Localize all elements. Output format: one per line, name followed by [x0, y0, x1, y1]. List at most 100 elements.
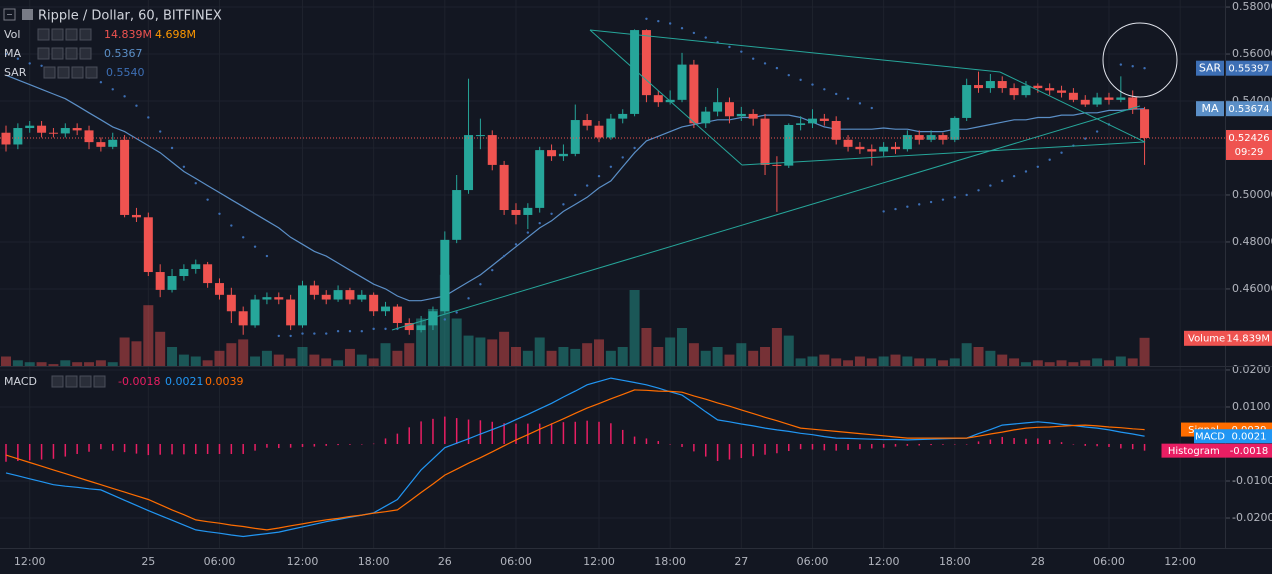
- sar-dot: [1001, 179, 1004, 183]
- visibility-button[interactable]: [51, 375, 64, 388]
- volume-bar: [1056, 360, 1067, 366]
- trend-line[interactable]: [999, 71, 1146, 143]
- candle-body: [262, 297, 272, 300]
- remove-button[interactable]: [93, 375, 106, 388]
- sar-dot: [479, 283, 482, 286]
- candle-body: [570, 120, 580, 154]
- tag-name-box: [1196, 60, 1224, 76]
- trend-line[interactable]: [589, 29, 743, 166]
- volume-bar: [617, 347, 628, 366]
- histogram-bar: [64, 443, 67, 457]
- candle-body: [345, 290, 355, 300]
- volume-bar: [250, 356, 261, 366]
- candle-body: [879, 146, 889, 152]
- sar-dot: [1048, 158, 1051, 161]
- visibility-button[interactable]: [37, 47, 50, 60]
- histogram-bar: [408, 427, 410, 444]
- volume-legend-name[interactable]: Vol: [4, 28, 20, 41]
- collapse-button[interactable]: [3, 8, 16, 21]
- histogram-bar: [728, 443, 731, 460]
- histogram-bar: [859, 443, 861, 450]
- tag-name-box: [1194, 429, 1226, 444]
- trend-line[interactable]: [741, 141, 1146, 166]
- tag-value-box: [1226, 429, 1272, 444]
- sar-dot: [965, 193, 968, 197]
- histogram-bar: [289, 443, 292, 448]
- volume-bar: [985, 350, 996, 366]
- candle-body: [1116, 97, 1126, 100]
- candle-body: [641, 30, 651, 96]
- remove-button[interactable]: [79, 28, 92, 41]
- visibility-button[interactable]: [43, 66, 56, 79]
- volume-legend-value: 14.839M: [104, 28, 152, 41]
- settings-button[interactable]: [51, 47, 64, 60]
- histogram-bar: [847, 443, 849, 450]
- settings-button[interactable]: [57, 66, 70, 79]
- symbol-title[interactable]: Ripple / Dollar, 60, BITFINEX: [38, 9, 222, 24]
- volume-bar: [202, 360, 213, 366]
- candle-body: [985, 81, 995, 89]
- histogram-bar: [1013, 438, 1015, 444]
- candle-body: [914, 135, 924, 140]
- volume-bar: [1092, 358, 1103, 366]
- sar-dot: [502, 254, 506, 258]
- histogram-bar: [17, 443, 19, 462]
- histogram-bar: [799, 443, 802, 450]
- tag-name: MA: [1201, 102, 1218, 115]
- histogram-bar: [1048, 439, 1051, 444]
- candle-body: [950, 117, 960, 140]
- more-button[interactable]: [71, 66, 84, 79]
- volume-bar: [143, 305, 154, 366]
- sar-dot: [1131, 65, 1134, 68]
- volume-bar: [724, 354, 735, 366]
- candle-body: [962, 85, 972, 118]
- volume-bar: [949, 358, 960, 366]
- sar-legend-name[interactable]: SAR: [4, 66, 27, 79]
- volume-bar: [36, 362, 47, 366]
- remove-button[interactable]: [79, 47, 92, 60]
- more-button[interactable]: [79, 375, 92, 388]
- volume-bar: [961, 343, 972, 366]
- candle-body: [357, 294, 367, 300]
- candle-body: [523, 207, 533, 215]
- macd-legend-name[interactable]: MACD: [4, 375, 37, 388]
- candle-body: [618, 113, 628, 119]
- sar-dot: [906, 205, 909, 208]
- more-button[interactable]: [65, 28, 78, 41]
- candle-body: [1080, 99, 1090, 105]
- sar-dot: [99, 81, 103, 84]
- candle-body: [381, 306, 391, 312]
- visibility-button[interactable]: [37, 28, 50, 41]
- histogram-bar: [527, 423, 529, 444]
- settings-button[interactable]: [65, 375, 78, 388]
- candle-body: [594, 125, 604, 138]
- volume-bar: [238, 339, 249, 366]
- ma-legend-name[interactable]: MA: [4, 47, 21, 60]
- trend-line[interactable]: [589, 29, 1001, 73]
- sar-dot: [728, 45, 731, 49]
- volume-bar: [190, 356, 201, 366]
- candle-body: [274, 297, 284, 300]
- settings-button[interactable]: [51, 28, 64, 41]
- trend-line[interactable]: [391, 105, 1141, 331]
- volume-bar: [594, 339, 604, 366]
- circle-drawing[interactable]: [1102, 22, 1178, 98]
- candle-body: [855, 146, 865, 150]
- volume-bar: [309, 354, 320, 366]
- histogram-bar: [1001, 436, 1003, 444]
- histogram-bar: [111, 443, 114, 451]
- histogram-bar: [1025, 438, 1027, 444]
- candle-body: [321, 294, 331, 300]
- candle-body: [736, 113, 746, 117]
- sar-dot: [811, 83, 814, 86]
- candle-body: [1057, 90, 1067, 93]
- candle-body: [558, 153, 568, 157]
- volume-bar: [866, 358, 877, 366]
- more-button[interactable]: [65, 47, 78, 60]
- sar-dot: [301, 332, 304, 335]
- signal-line: [5, 389, 1145, 531]
- remove-button[interactable]: [85, 66, 98, 79]
